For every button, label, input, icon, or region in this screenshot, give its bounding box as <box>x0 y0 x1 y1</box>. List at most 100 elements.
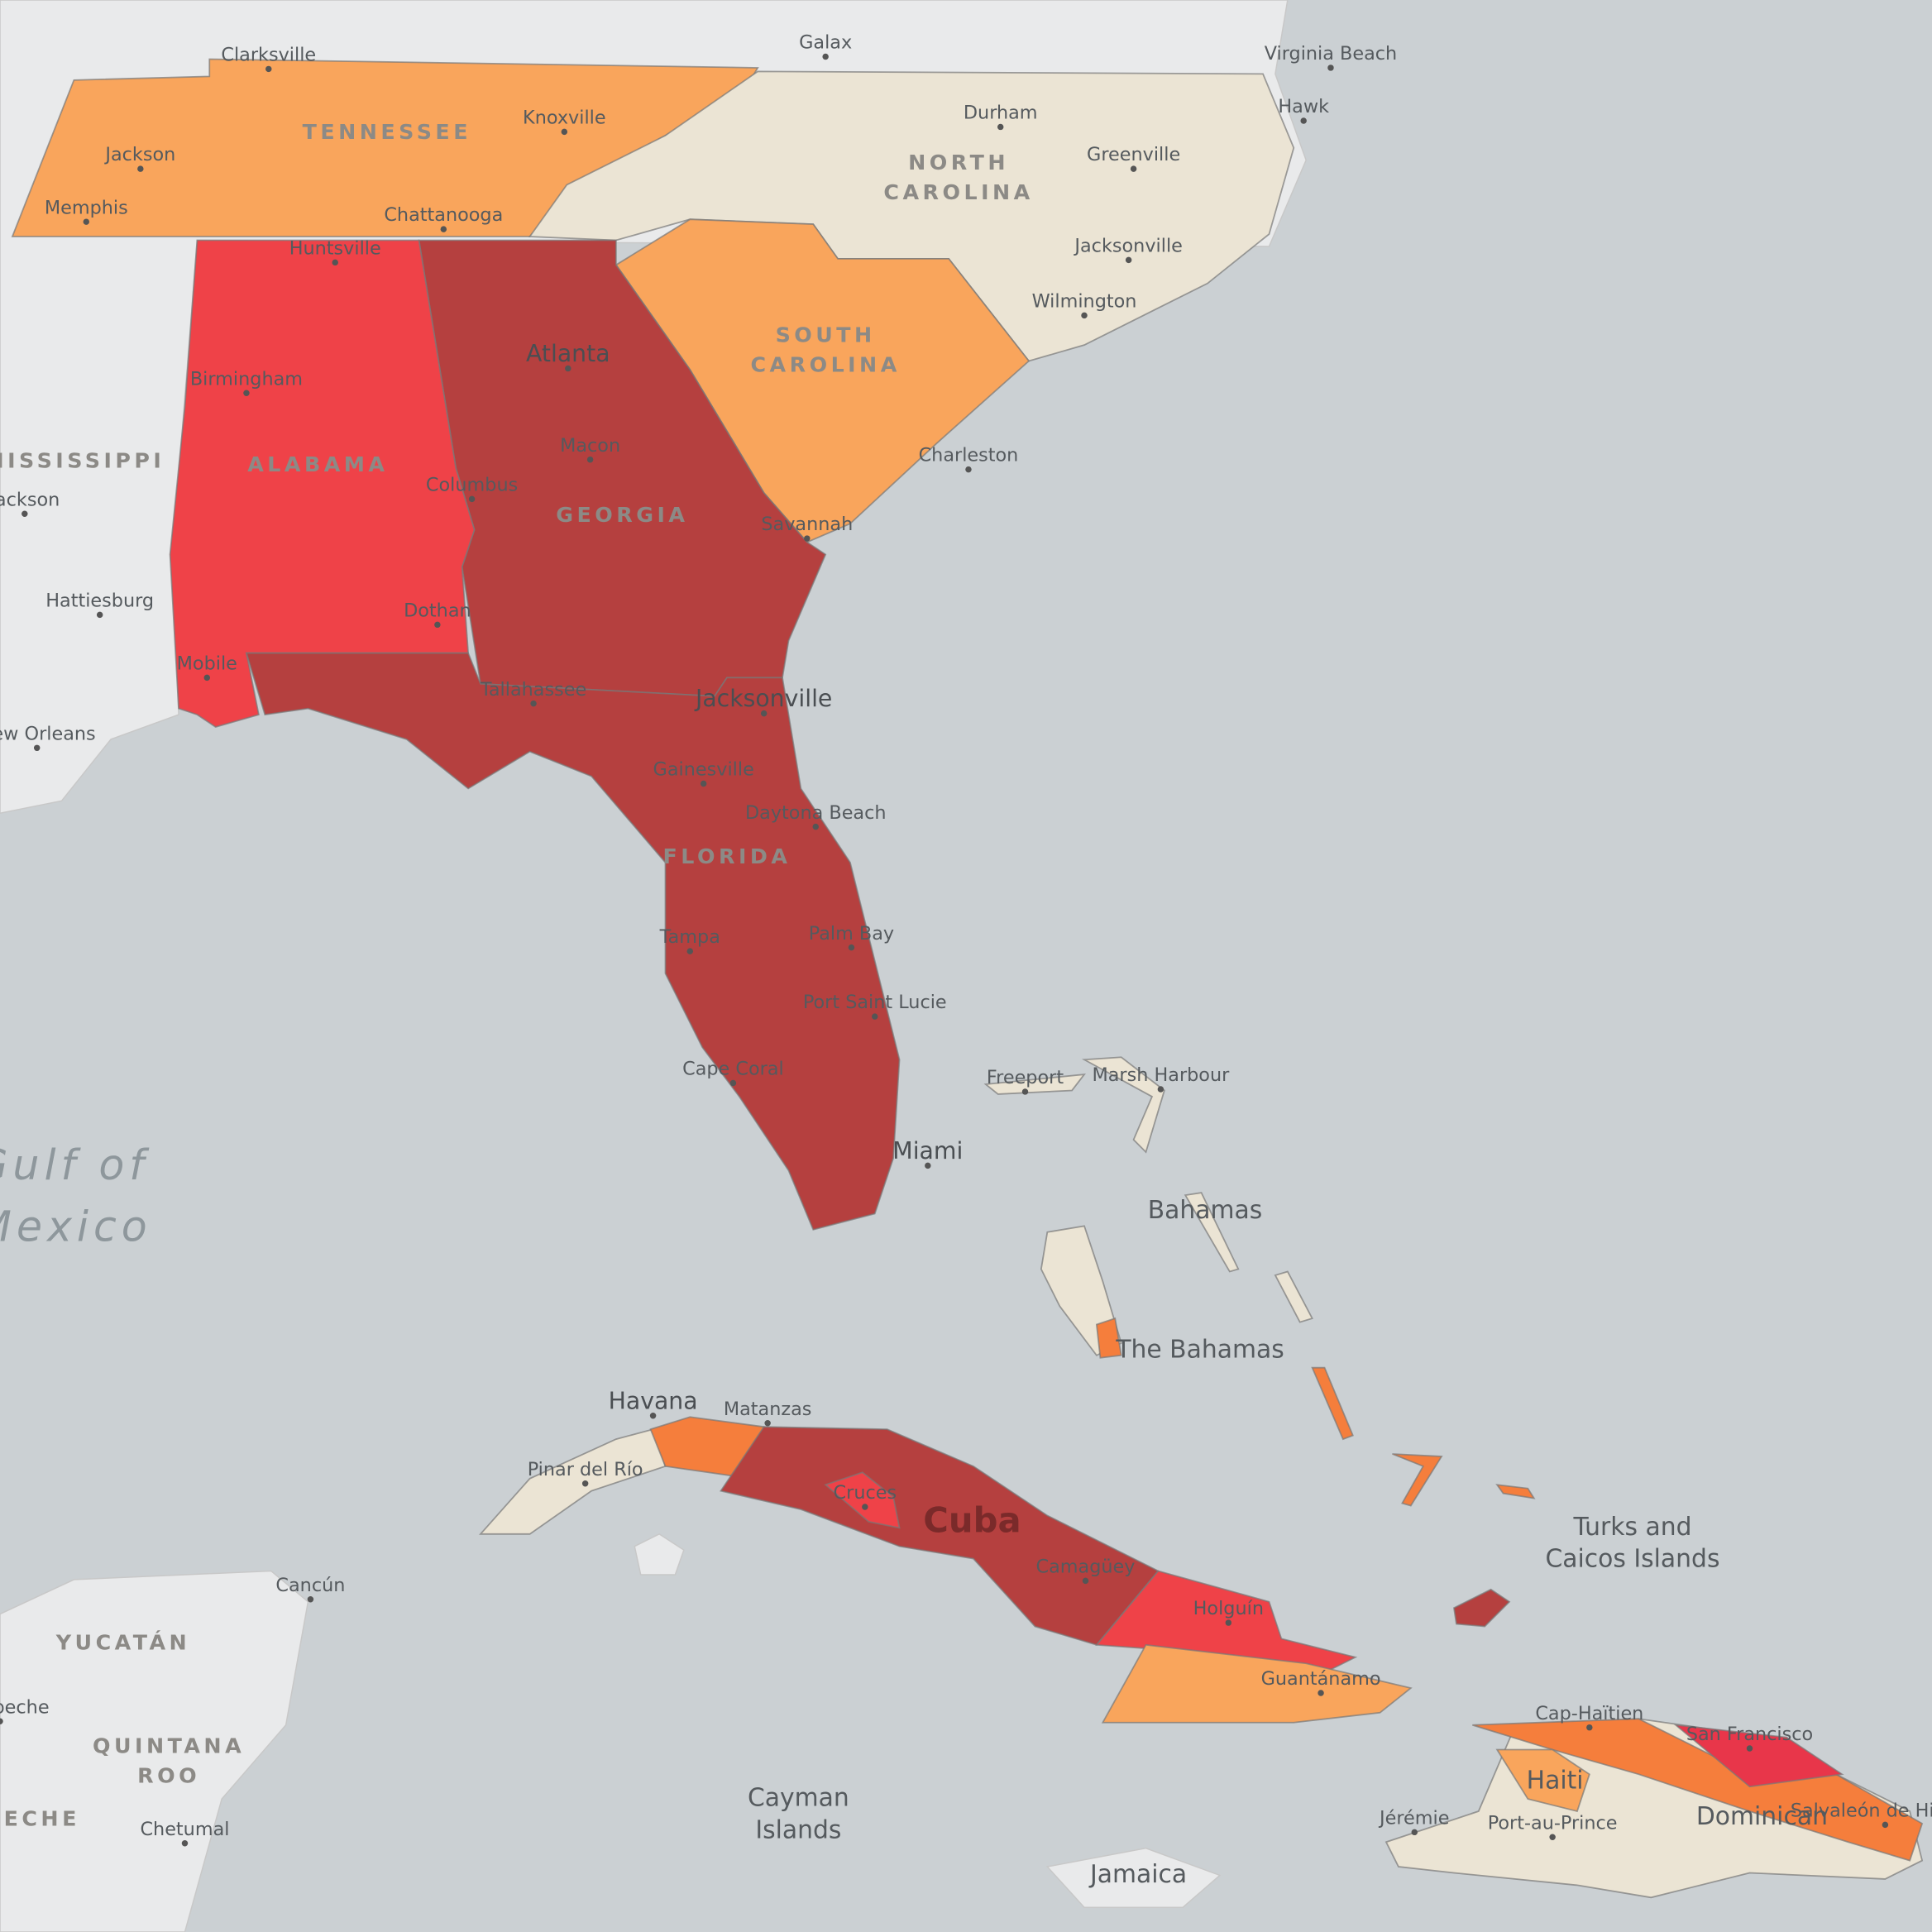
city-dot <box>1549 1834 1556 1841</box>
city-dot <box>181 1840 189 1847</box>
city-dot <box>243 390 250 396</box>
city-label: Jackson <box>0 489 60 510</box>
long-island <box>1392 1453 1443 1507</box>
city-dot <box>307 1596 314 1603</box>
city-label: Campeche <box>0 1696 50 1718</box>
city-label: Chetumal <box>140 1819 229 1840</box>
city-dot <box>1157 1086 1164 1093</box>
region-label: YUCATÁN <box>55 1629 190 1654</box>
region-label: MISSISSIPPI <box>0 448 165 473</box>
country-label: Cayman <box>748 1784 849 1813</box>
city-dot <box>1411 1829 1418 1836</box>
cuba-east <box>1101 1643 1413 1724</box>
city-dot <box>1125 256 1132 264</box>
city-dot <box>1130 165 1137 172</box>
city-dot <box>565 365 571 372</box>
city-dot <box>586 456 594 463</box>
city-label: Holguín <box>1193 1598 1264 1619</box>
city-label: Birmingham <box>190 368 303 390</box>
country-label: Islands <box>755 1815 841 1844</box>
regions <box>11 58 1924 1899</box>
city-label: Jacksonville <box>1073 235 1182 256</box>
city-label: Port-au-Prince <box>1488 1812 1618 1834</box>
country-label: Haiti <box>1527 1767 1584 1796</box>
city-label: Chattanooga <box>384 204 503 226</box>
city-label: New Orleans <box>0 723 96 744</box>
labels: Clarksville Galax Virginia Beach Hawk Knoxvi… <box>0 32 1932 1889</box>
city-label: Jackson <box>103 144 175 165</box>
city-label: Freeport <box>987 1067 1064 1088</box>
city-label: Gainesville <box>653 759 754 781</box>
city-label: Cap-Haïtien <box>1535 1703 1643 1724</box>
city-label: Havana <box>609 1387 698 1414</box>
region-label: FLORIDA <box>663 844 791 868</box>
country-label: The Bahamas <box>1115 1335 1284 1364</box>
city-label: Hawk <box>1278 96 1329 117</box>
city-label: Hattiesburg <box>45 591 154 612</box>
city-label: Mobile <box>177 653 237 675</box>
eleuthera <box>1184 1192 1240 1273</box>
city-label: Marsh Harbour <box>1092 1064 1230 1086</box>
city-dot <box>96 611 103 619</box>
city-label: Cape Coral <box>682 1059 784 1080</box>
city-dot <box>265 65 272 73</box>
city-dot <box>812 823 819 830</box>
city-label: Jacksonville <box>694 685 832 712</box>
city-label: Matanzas <box>724 1399 812 1420</box>
water-label: Gulf of <box>0 1141 150 1189</box>
country-label: Turks and <box>1572 1513 1691 1542</box>
city-dot <box>1225 1619 1232 1626</box>
city-label: San Francisco <box>1686 1724 1813 1745</box>
region-label: CAROLINA <box>883 179 1033 204</box>
region-label: ALABAMA <box>247 452 388 476</box>
region-label: CAMPECHE <box>0 1805 80 1830</box>
city-dot <box>848 944 855 951</box>
city-dot <box>729 1079 737 1087</box>
city-label: Greenville <box>1087 144 1180 165</box>
city-dot <box>83 218 90 225</box>
city-dot <box>434 621 441 629</box>
cat-island <box>1274 1270 1313 1323</box>
city-dot <box>0 1718 3 1724</box>
city-label: Atlanta <box>526 340 610 367</box>
city-dot <box>760 710 768 717</box>
city-dot <box>1586 1724 1593 1731</box>
country-label: Caicos Islands <box>1545 1545 1719 1574</box>
inagua <box>1452 1588 1511 1628</box>
city-dot <box>440 226 447 232</box>
city-dot <box>1327 65 1334 71</box>
city-label: Cancún <box>275 1575 345 1596</box>
city-dot <box>965 466 972 473</box>
haiti-west <box>1495 1748 1590 1813</box>
region-label: NORTH <box>908 150 1009 175</box>
city-label: Cruces <box>834 1482 897 1504</box>
exuma <box>1311 1366 1354 1441</box>
city-dot <box>1317 1690 1324 1696</box>
city-dot <box>332 259 338 266</box>
city-label: Tampa <box>659 926 720 948</box>
country-label: Jamaica <box>1088 1860 1187 1889</box>
andros-south <box>1095 1317 1122 1359</box>
city-label: Miami <box>892 1137 963 1164</box>
city-label: Camagüey <box>1036 1557 1136 1578</box>
city-dot <box>686 948 694 954</box>
mayaguana <box>1495 1484 1536 1499</box>
city-dot <box>822 53 829 60</box>
city-dot <box>137 165 144 172</box>
city-dot <box>468 495 476 503</box>
city-label: Knoxville <box>523 108 606 129</box>
city-dot <box>700 780 707 787</box>
city-dot <box>1021 1088 1029 1095</box>
city-label: Galax <box>799 32 852 54</box>
city-label: Durham <box>964 103 1038 124</box>
city-label: Charleston <box>919 445 1019 466</box>
city-dot <box>22 510 28 517</box>
city-label: Huntsville <box>289 237 381 259</box>
city-label: Virginia Beach <box>1265 43 1397 65</box>
city-dot <box>33 744 41 752</box>
region-label: QUINTANA <box>93 1734 245 1758</box>
city-dot <box>203 674 211 681</box>
region-label: ROO <box>137 1762 200 1787</box>
water-label: Mexico <box>0 1202 152 1251</box>
city-label: Savannah <box>761 514 853 535</box>
